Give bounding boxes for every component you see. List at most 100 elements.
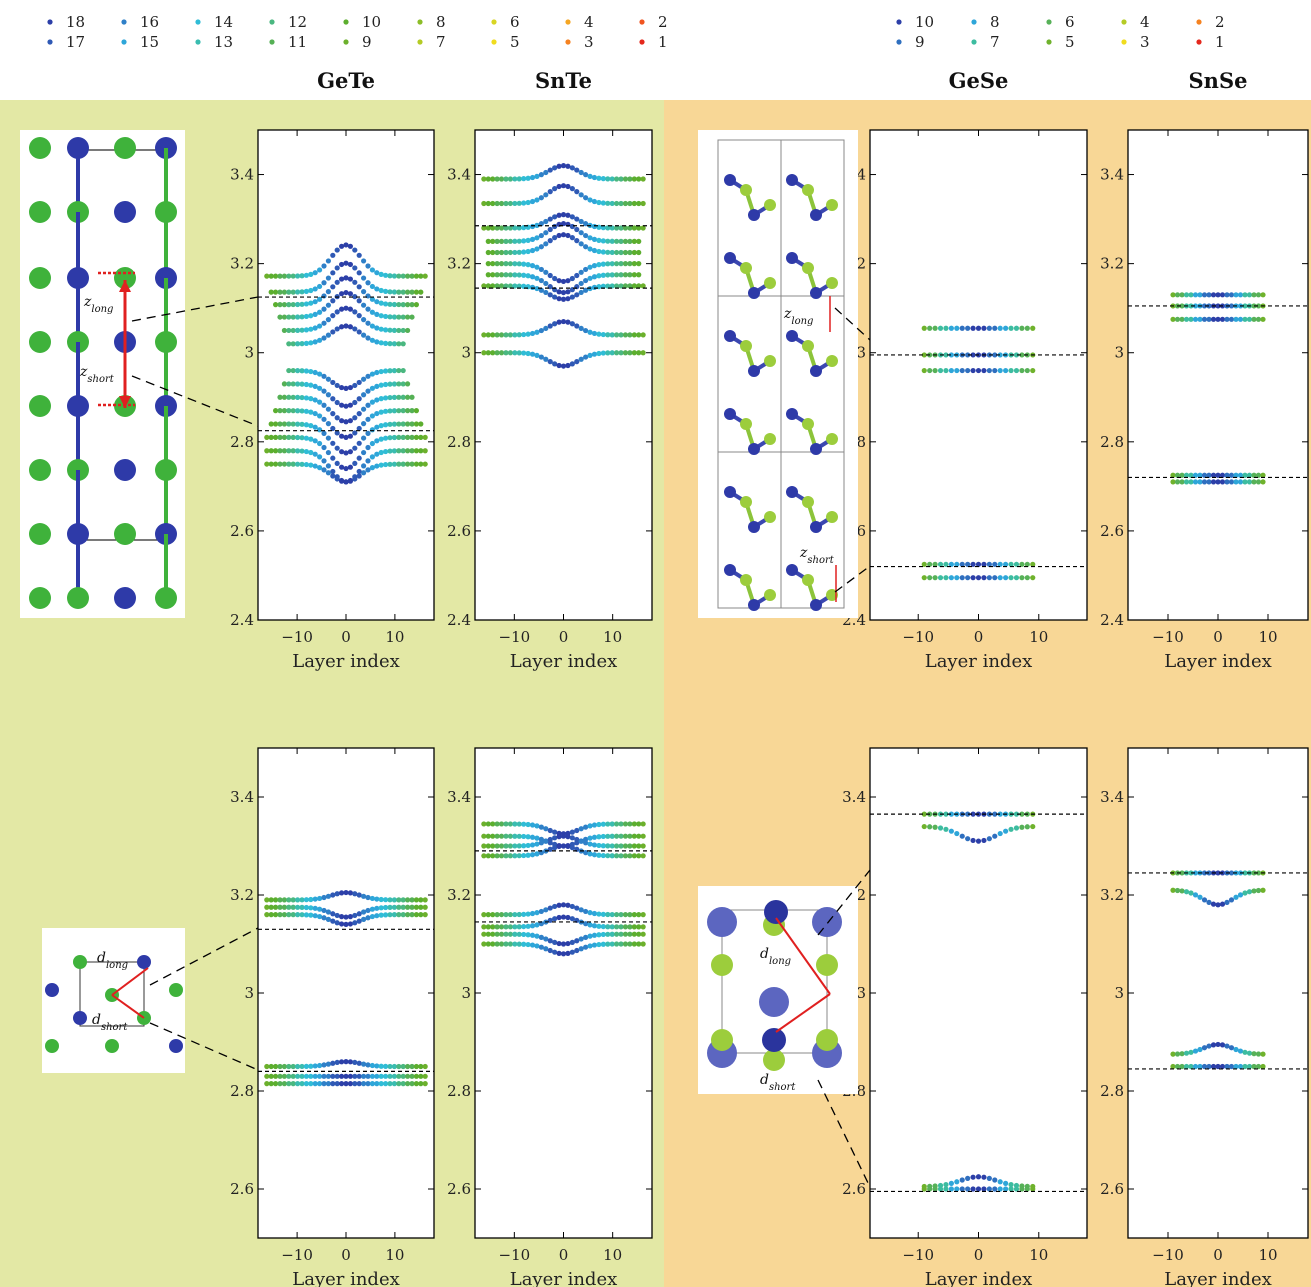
data-point	[396, 448, 402, 454]
data-point	[954, 1179, 960, 1185]
data-point	[596, 331, 602, 337]
data-point	[481, 833, 487, 839]
data-point	[334, 460, 340, 467]
data-point	[317, 323, 323, 329]
data-point	[1197, 1046, 1203, 1053]
data-point	[281, 394, 287, 400]
data-point	[330, 455, 336, 461]
atom	[740, 184, 752, 196]
data-point	[352, 445, 358, 451]
data-point	[1206, 472, 1212, 478]
data-point	[614, 283, 620, 289]
data-point	[334, 920, 340, 926]
data-point	[418, 904, 424, 910]
data-point	[396, 327, 402, 334]
data-point	[503, 225, 509, 231]
data-point	[507, 238, 513, 244]
data-point	[308, 326, 314, 332]
data-point	[1260, 292, 1266, 298]
data-point	[295, 1063, 301, 1070]
data-point	[521, 941, 527, 947]
data-point	[369, 913, 375, 920]
atom	[826, 355, 838, 367]
data-point	[409, 314, 415, 320]
y-tick-label: 3.4	[1100, 788, 1124, 806]
data-point	[622, 225, 629, 231]
data-point	[1251, 888, 1257, 894]
data-point	[405, 448, 411, 454]
data-point	[387, 327, 393, 333]
data-point	[494, 176, 500, 182]
data-point	[1019, 352, 1025, 358]
data-point	[921, 575, 927, 581]
data-point	[391, 273, 397, 279]
data-point	[543, 230, 549, 236]
atom	[155, 587, 177, 609]
y-tick-label: 3.4	[447, 166, 471, 184]
data-point	[943, 561, 949, 567]
data-point	[503, 332, 509, 338]
data-point	[997, 830, 1003, 837]
data-point	[600, 931, 606, 938]
data-point	[507, 833, 513, 839]
data-point	[273, 1073, 279, 1079]
data-point	[618, 225, 624, 231]
data-point	[317, 465, 323, 471]
data-point	[986, 1175, 992, 1181]
data-point	[552, 321, 558, 327]
data-point	[965, 1186, 971, 1192]
data-point	[609, 176, 615, 182]
data-point	[396, 367, 402, 374]
data-point	[391, 394, 397, 400]
atom	[810, 599, 822, 611]
data-point	[365, 402, 371, 408]
data-point	[339, 1081, 345, 1087]
data-point	[954, 325, 960, 331]
legend-label: 3	[584, 33, 594, 51]
data-point	[365, 915, 371, 921]
data-point	[286, 1073, 292, 1079]
data-point	[396, 434, 402, 441]
data-point	[281, 289, 287, 295]
data-point	[614, 843, 620, 849]
data-point	[374, 311, 380, 317]
data-point	[490, 350, 496, 356]
data-point	[516, 176, 522, 182]
data-point	[286, 394, 292, 400]
data-point	[587, 910, 593, 916]
data-point	[330, 379, 336, 386]
data-point	[636, 261, 642, 267]
data-point	[596, 273, 602, 279]
data-point	[569, 275, 575, 282]
data-point	[512, 261, 518, 267]
data-point	[264, 897, 270, 903]
data-point	[627, 261, 633, 267]
data-point	[583, 287, 589, 293]
data-point	[578, 269, 584, 275]
plot-frame	[257, 747, 435, 1239]
legend-label: 1	[1215, 33, 1225, 51]
data-point	[383, 461, 389, 468]
data-point	[312, 270, 318, 276]
data-point	[1179, 1063, 1185, 1070]
data-point	[565, 319, 571, 325]
data-point	[374, 1063, 380, 1069]
data-point	[543, 241, 549, 247]
data-point	[521, 931, 527, 938]
data-point	[516, 853, 522, 859]
data-point	[622, 821, 629, 827]
data-point	[396, 301, 402, 308]
data-point	[374, 325, 380, 331]
legend-marker	[1121, 39, 1127, 45]
data-point	[591, 274, 598, 280]
data-point	[529, 842, 536, 848]
data-point	[622, 833, 629, 839]
data-point	[609, 200, 615, 207]
data-point	[521, 176, 527, 182]
data-point	[618, 249, 624, 256]
data-point	[543, 192, 549, 198]
data-point	[303, 1063, 309, 1069]
data-point	[1246, 479, 1253, 485]
data-point	[627, 911, 633, 918]
data-point	[321, 458, 327, 464]
